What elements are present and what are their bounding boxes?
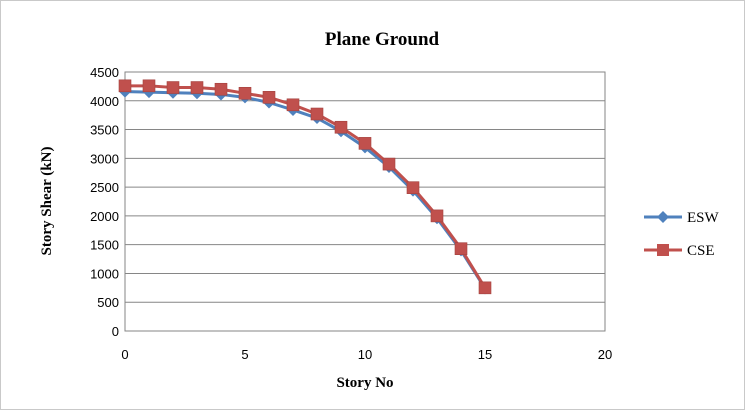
x-tick-label: 10 xyxy=(358,347,372,362)
x-tick-label: 5 xyxy=(241,347,248,362)
legend-marker-esw xyxy=(657,211,669,223)
x-axis-title: Story No xyxy=(336,375,393,391)
y-tick-label: 4000 xyxy=(90,94,119,109)
data-point-cse xyxy=(142,79,156,93)
legend-label-cse: CSE xyxy=(687,243,715,259)
legend-item-cse: CSE xyxy=(644,243,715,259)
y-tick-label: 2000 xyxy=(90,209,119,224)
legend: ESW CSE xyxy=(644,210,720,259)
y-tick-label: 3000 xyxy=(90,151,119,166)
data-point-cse xyxy=(430,209,444,223)
data-point-cse xyxy=(382,157,396,171)
y-tick-label: 0 xyxy=(112,324,119,339)
gridlines xyxy=(125,100,605,303)
data-point-cse xyxy=(358,137,372,150)
data-point-cse xyxy=(454,242,468,255)
y-tick-label: 3500 xyxy=(90,123,119,138)
series-line-esw xyxy=(124,90,487,290)
y-tick-label: 500 xyxy=(97,295,119,310)
y-tick-label: 1500 xyxy=(90,238,119,253)
data-point-cse xyxy=(118,79,132,93)
legend-marker-cse xyxy=(657,244,669,256)
data-point-cse xyxy=(262,91,276,104)
series-layer xyxy=(118,79,492,295)
x-tick-label: 20 xyxy=(598,347,612,362)
y-tick-label: 1000 xyxy=(90,266,119,281)
data-point-cse xyxy=(334,120,348,134)
data-point-cse xyxy=(406,181,420,194)
chart-title: Plane Ground xyxy=(325,29,440,50)
y-axis-title: Story Shear (kN) xyxy=(39,147,55,256)
plot-area-border xyxy=(124,71,606,332)
data-point-cse xyxy=(238,86,252,100)
y-tick-labels: 0 500 1000 1500 2000 2500 3000 3500 4000 4500 xyxy=(90,65,119,339)
data-point-cse xyxy=(190,81,204,94)
data-point-cse xyxy=(478,281,492,295)
x-tick-labels: 0 5 10 15 20 xyxy=(121,347,612,362)
data-point-cse xyxy=(310,107,324,121)
series-line-cse xyxy=(125,84,487,289)
legend-item-esw: ESW xyxy=(644,210,720,226)
x-tick-label: 15 xyxy=(478,347,492,362)
x-tick-label: 0 xyxy=(121,347,128,362)
y-tick-label: 2500 xyxy=(90,180,119,195)
data-point-cse xyxy=(166,81,180,94)
series-cse xyxy=(118,79,492,295)
y-tick-label: 4500 xyxy=(90,65,119,80)
legend-label-esw: ESW xyxy=(687,210,720,226)
series-esw xyxy=(119,85,491,295)
data-point-cse xyxy=(214,82,228,96)
data-point-cse xyxy=(286,98,300,112)
